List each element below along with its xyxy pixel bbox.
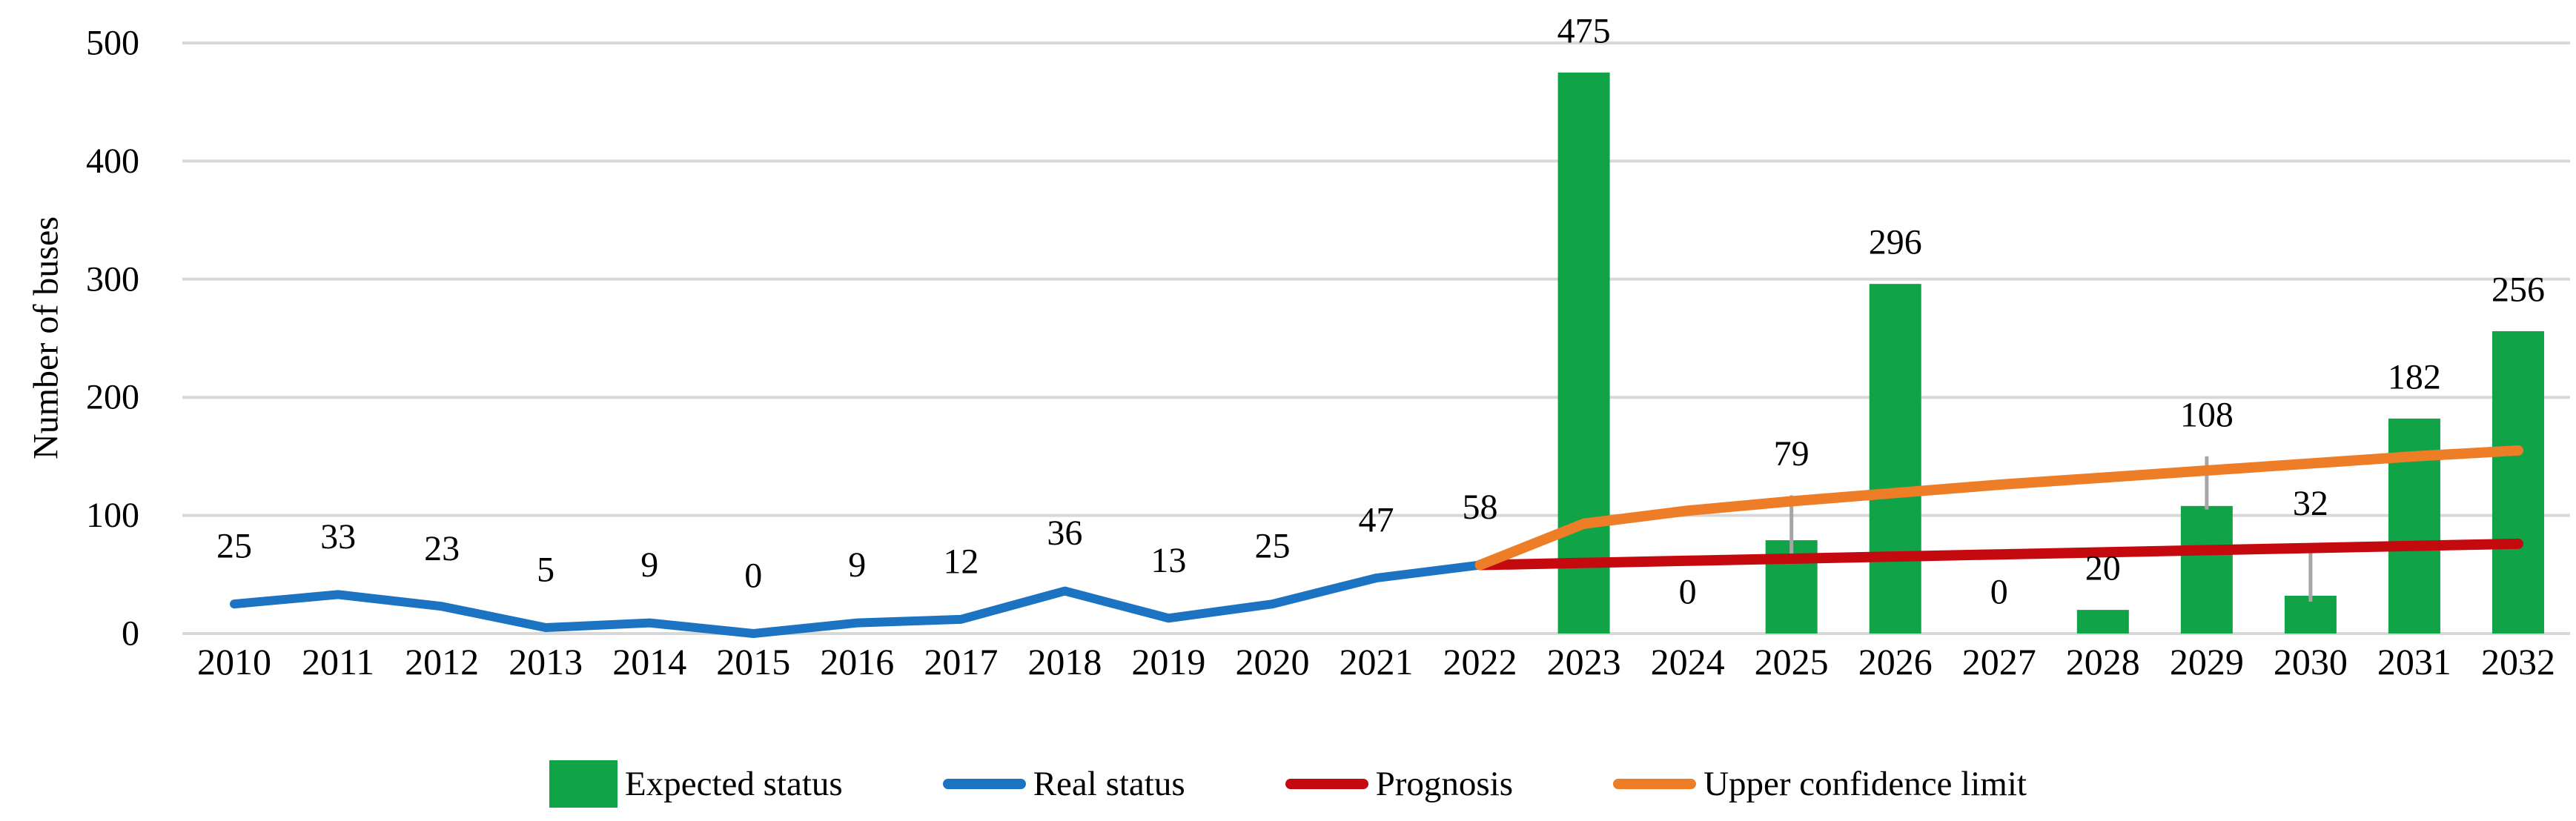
x-tick-label-2024: 2024: [1651, 641, 1725, 682]
bar-2028: [2076, 610, 2129, 634]
bar-label-2026: 296: [1869, 223, 1922, 262]
bar-label-2031: 182: [2388, 357, 2441, 396]
x-tick-label-2012: 2012: [405, 641, 479, 682]
legend-item-expected-status: Expected status: [549, 760, 843, 808]
point-label-2010: 25: [216, 527, 252, 566]
x-tick-label-2032: 2032: [2481, 641, 2555, 682]
y-tick-label-200: 200: [86, 378, 139, 417]
x-tick-label-2014: 2014: [612, 641, 686, 682]
x-tick-label-2030: 2030: [2274, 641, 2348, 682]
point-label-2020: 25: [1254, 527, 1290, 566]
x-tick-label-2020: 2020: [1235, 641, 1309, 682]
x-tick-label-2028: 2028: [2066, 641, 2140, 682]
bar-2030: [2284, 595, 2337, 634]
bar-label-2027: 0: [1990, 573, 2008, 612]
x-tick-label-2031: 2031: [2377, 641, 2451, 682]
y-tick-label-100: 100: [86, 496, 139, 535]
bar-2023: [1557, 72, 1610, 634]
point-label-2017: 12: [943, 542, 979, 581]
y-tick-label-400: 400: [86, 142, 139, 181]
bar-label-2030: 32: [2293, 484, 2328, 523]
x-tick-label-2029: 2029: [2170, 641, 2244, 682]
y-tick-label-500: 500: [86, 24, 139, 63]
upper-confidence-limit-line: [1474, 445, 2523, 571]
legend-item-prognosis: Prognosis: [1285, 764, 1513, 804]
point-label-2022: 58: [1463, 488, 1498, 527]
legend-label-upper-confidence-limit: Upper confidence limit: [1703, 765, 2027, 803]
y-tick-label-0: 0: [122, 614, 139, 654]
bar-2026: [1869, 284, 1921, 634]
legend-label-real-status: Real status: [1033, 765, 1185, 803]
bar-label-2029: 108: [2180, 395, 2234, 434]
legend-label-prognosis: Prognosis: [1375, 765, 1514, 803]
bar-label-2025: 79: [1774, 434, 1810, 473]
expected-status-bar-swatch: [549, 760, 618, 808]
chart-legend: Expected status Real status Prognosis Up…: [0, 750, 2576, 818]
legend-label-expected-status: Expected status: [625, 765, 843, 803]
point-label-2016: 9: [848, 545, 866, 585]
legend-item-upper-confidence-limit: Upper confidence limit: [1613, 764, 2027, 804]
prognosis-line-swatch: [1285, 779, 1368, 789]
real-status-line-swatch: [942, 779, 1026, 789]
point-label-2015: 0: [744, 556, 762, 596]
y-tick-label-300: 300: [86, 259, 139, 299]
real-status-line: [230, 560, 1485, 638]
x-tick-label-2016: 2016: [820, 641, 894, 682]
point-label-2012: 23: [424, 529, 460, 568]
x-tick-label-2026: 2026: [1858, 641, 1933, 682]
x-tick-label-2023: 2023: [1547, 641, 1621, 682]
x-tick-label-2010: 2010: [197, 641, 271, 682]
x-tick-label-2017: 2017: [924, 641, 998, 682]
x-tick-label-2025: 2025: [1755, 641, 1829, 682]
x-tick-label-2027: 2027: [1962, 641, 2036, 682]
point-label-2014: 9: [640, 545, 658, 585]
legend-item-real-status: Real status: [942, 764, 1185, 804]
x-tick-label-2018: 2018: [1027, 641, 1102, 682]
bar-label-2023: 475: [1557, 11, 1611, 50]
bar-2032: [2491, 330, 2544, 634]
x-tick-label-2022: 2022: [1443, 641, 1517, 682]
point-label-2018: 36: [1047, 513, 1082, 553]
x-tick-label-2019: 2019: [1131, 641, 1205, 682]
bar-label-2032: 256: [2491, 270, 2545, 309]
x-tick-label-2013: 2013: [509, 641, 583, 682]
x-tick-label-2021: 2021: [1340, 641, 1414, 682]
bar-2029: [2180, 505, 2233, 634]
bar-label-2028: 20: [2085, 549, 2121, 588]
point-label-2021: 47: [1359, 501, 1394, 540]
upper-confidence-limit-line-swatch: [1613, 779, 1697, 789]
y-axis-title: Number of buses: [27, 216, 66, 459]
point-label-2013: 5: [537, 551, 554, 590]
point-label-2019: 13: [1150, 541, 1186, 580]
prognosis-line: [1474, 538, 2523, 571]
point-label-2011: 33: [320, 517, 356, 556]
x-tick-label-2015: 2015: [716, 641, 790, 682]
bar-label-2024: 0: [1679, 573, 1697, 612]
x-tick-label-2011: 2011: [302, 641, 374, 682]
